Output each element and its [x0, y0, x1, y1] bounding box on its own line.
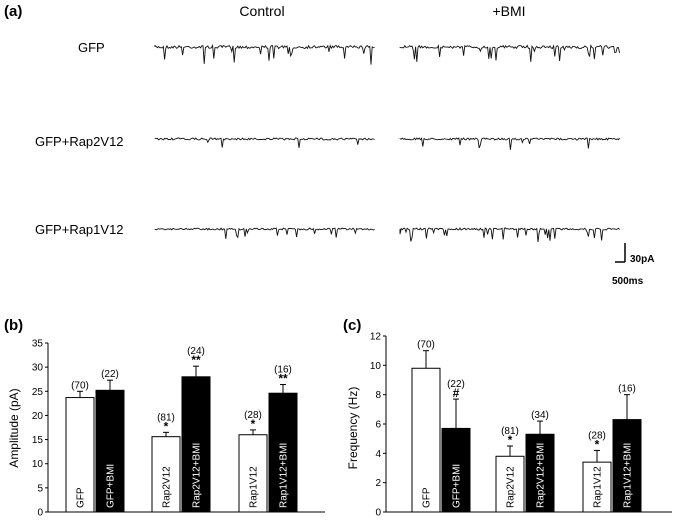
amplitude-bar-chart: 05101520253035(70)GFP(22)GFP+BMI*(81)Rap… [32, 339, 325, 519]
significance-marker: # [453, 386, 460, 400]
trace-0-bmi [399, 44, 621, 62]
bar [95, 389, 125, 513]
bar-label: Rap1V12 [593, 466, 604, 508]
significance-marker: * [595, 437, 600, 451]
sample-size-label: (24) [187, 346, 205, 357]
panel-b-y-axis-label: Amplitude (pA) [7, 388, 21, 467]
y-tick-label: 8 [375, 390, 381, 401]
y-tick-label: 20 [32, 411, 44, 422]
bar [181, 376, 211, 513]
current-traces [154, 43, 621, 242]
row-label-gfp: GFP [78, 40, 105, 55]
bar-label: Rap1V12+BMI [623, 443, 634, 508]
bar-label: Rap2V12 [162, 466, 173, 508]
trace-1-control [154, 137, 375, 148]
bar-label: Rap2V12 [506, 466, 517, 508]
y-tick-label: 5 [37, 483, 43, 494]
bar-label: Rap2V12+BMI [536, 443, 547, 508]
bar [612, 419, 642, 513]
trace-2-control [154, 227, 375, 239]
trace-1-bmi [399, 137, 620, 150]
bar-label: GFP+BMI [452, 464, 463, 508]
frequency-bar-chart: 024681012(70)GFP#(22)GFP+BMI*(81)Rap2V12… [370, 332, 672, 519]
y-tick-label: 30 [32, 363, 44, 374]
scale-bar: 30pA 500ms [612, 243, 654, 287]
y-tick-label: 15 [32, 435, 44, 446]
y-tick-label: 4 [375, 449, 381, 460]
panel-a-label: (a) [4, 3, 22, 20]
bar-label: Rap1V12+BMI [279, 443, 290, 508]
significance-marker: ** [278, 372, 288, 386]
y-tick-label: 35 [32, 339, 44, 350]
panel-b-label: (b) [4, 317, 23, 334]
bar [151, 436, 181, 513]
sample-size-label: (81) [157, 412, 175, 423]
scale-bar-time-label: 500ms [612, 276, 644, 287]
sample-size-label: (16) [618, 384, 636, 395]
trace-2-bmi [399, 227, 620, 242]
sample-size-label: (81) [501, 426, 519, 437]
significance-marker: * [251, 417, 256, 431]
significance-marker: ** [191, 353, 201, 367]
bar [495, 455, 525, 513]
row-label-gfp-rap2v12: GFP+Rap2V12 [35, 134, 124, 149]
bar-label: GFP [76, 487, 87, 508]
scale-bar-amplitude-label: 30pA [630, 254, 654, 265]
bar [582, 461, 612, 513]
sample-size-label: (28) [244, 410, 262, 421]
sample-size-label: (34) [531, 410, 549, 421]
panel-c-y-axis-label: Frequency (Hz) [346, 387, 360, 470]
sample-size-label: (70) [71, 380, 89, 391]
panel-c-label: (c) [343, 317, 361, 334]
bar-label: GFP+BMI [106, 464, 117, 508]
bar [238, 434, 268, 513]
sample-size-label: (22) [101, 369, 119, 380]
y-tick-label: 12 [370, 332, 382, 343]
bar [65, 397, 95, 513]
y-tick-label: 10 [370, 361, 382, 372]
y-tick-label: 0 [37, 508, 43, 519]
sample-size-label: (28) [588, 430, 606, 441]
bar [441, 427, 471, 513]
sample-size-label: (22) [447, 379, 465, 390]
column-header-control: Control [239, 3, 284, 19]
column-header-bmi: +BMI [492, 3, 525, 19]
sample-size-label: (16) [274, 365, 292, 376]
bar-label: Rap1V12 [249, 466, 260, 508]
row-label-gfp-rap1v12: GFP+Rap1V12 [35, 222, 124, 237]
sample-size-label: (70) [417, 340, 435, 351]
y-tick-label: 25 [32, 387, 44, 398]
y-tick-label: 6 [375, 420, 381, 431]
y-tick-label: 2 [375, 478, 381, 489]
y-tick-label: 0 [375, 508, 381, 519]
bar-label: Rap2V12+BMI [192, 443, 203, 508]
y-tick-label: 10 [32, 459, 44, 470]
significance-marker: * [508, 433, 513, 447]
bar-label: GFP [422, 487, 433, 508]
significance-marker: * [164, 419, 169, 433]
trace-0-control [154, 43, 375, 65]
bar [268, 392, 298, 513]
bar [525, 433, 555, 513]
